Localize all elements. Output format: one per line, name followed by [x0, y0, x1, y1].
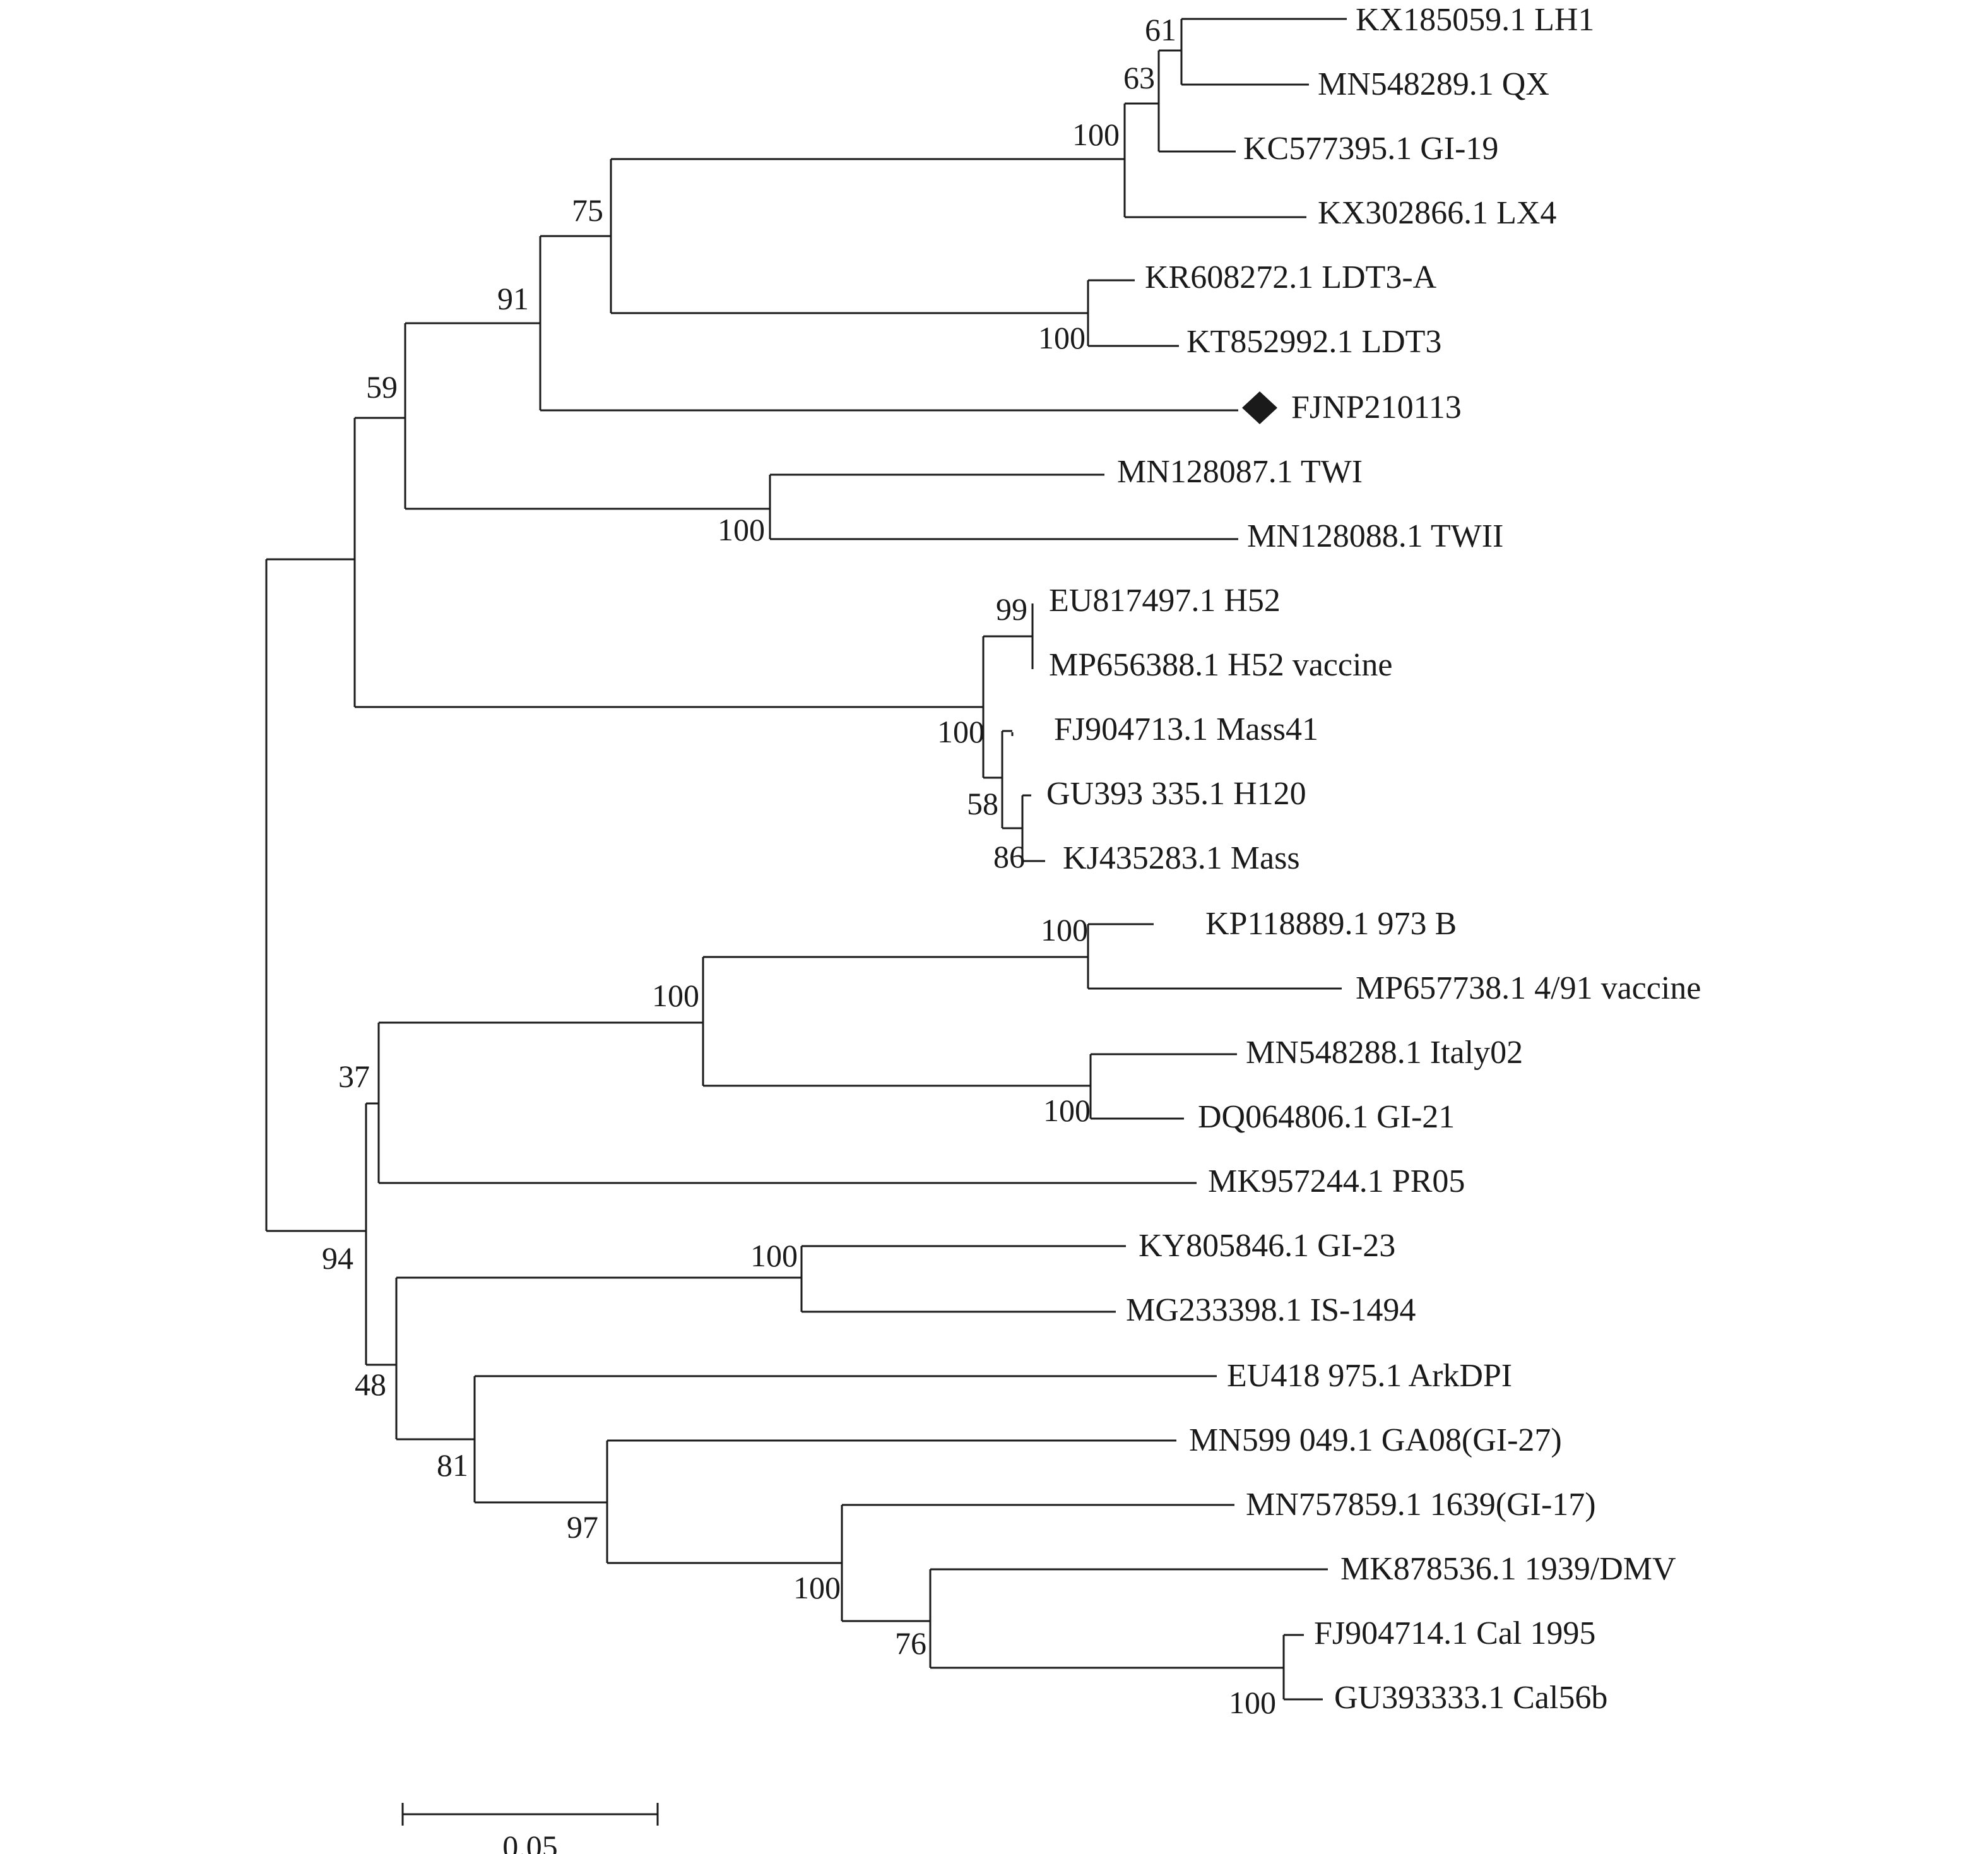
bootstrap-value: 63 [1123, 60, 1155, 95]
leaf-label: MN599 049.1 GA08(GI-27) [1189, 1422, 1562, 1458]
leaf-label: EU817497.1 H52 [1049, 583, 1281, 619]
bootstrap-value: 100 [1043, 1093, 1091, 1128]
bootstrap-value: 100 [750, 1238, 798, 1273]
bootstrap-value: 91 [497, 281, 529, 316]
bootstrap-value: 100 [937, 714, 985, 749]
bootstrap-value: 100 [1229, 1685, 1276, 1720]
bootstrap-value: 100 [793, 1570, 841, 1605]
leaf-label: MN128087.1 TWI [1117, 454, 1363, 490]
bootstrap-value: 37 [338, 1059, 370, 1094]
bootstrap-value: 61 [1145, 12, 1176, 47]
scale-bar-line [401, 1803, 659, 1826]
bootstrap-labels: 61 63 100 75 100 91 100 59 99 100 58 86 … [322, 12, 1276, 1720]
bootstrap-value: 94 [322, 1240, 353, 1276]
bootstrap-value: 75 [572, 193, 603, 228]
leaf-label: MN128088.1 TWII [1247, 518, 1503, 554]
leaf-label: MK878536.1 1939/DMV [1340, 1551, 1676, 1587]
bootstrap-value: 59 [366, 369, 398, 405]
scale-bar: 0.05 [401, 1803, 659, 1854]
bootstrap-value: 100 [652, 978, 699, 1013]
bootstrap-value: 100 [1038, 320, 1086, 355]
bootstrap-value: 76 [895, 1625, 926, 1661]
bootstrap-value: 86 [993, 839, 1025, 874]
leaf-label: KY805846.1 GI-23 [1139, 1228, 1395, 1264]
bootstrap-value: 100 [718, 512, 765, 547]
leaf-label: MP656388.1 H52 vaccine [1049, 647, 1392, 683]
bootstrap-value: 100 [1041, 912, 1088, 948]
bootstrap-value: 99 [996, 591, 1027, 627]
leaf-label-highlighted: FJNP210113 [1291, 389, 1462, 425]
bootstrap-value: 58 [967, 786, 998, 821]
leaf-label: GU393333.1 Cal56b [1334, 1680, 1607, 1716]
bootstrap-value: 81 [437, 1447, 468, 1483]
leaf-label: KC577395.1 GI-19 [1243, 131, 1498, 167]
leaf-label: KX185059.1 LH1 [1356, 2, 1594, 38]
leaf-label: GU393 335.1 H120 [1046, 776, 1306, 812]
leaf-label: DQ064806.1 GI-21 [1198, 1099, 1455, 1135]
leaf-label: KX302866.1 LX4 [1318, 195, 1556, 231]
leaf-label: MK957244.1 PR05 [1208, 1163, 1465, 1199]
leaf-label: FJ904713.1 Mass41 [1054, 711, 1318, 747]
bootstrap-value: 48 [355, 1367, 386, 1402]
leaf-label: FJ904714.1 Cal 1995 [1314, 1615, 1595, 1651]
leaf-label: KP118889.1 973 B [1205, 906, 1457, 942]
leaf-label: MG233398.1 IS-1494 [1126, 1292, 1416, 1328]
leaf-label: MP657738.1 4/91 vaccine [1356, 970, 1701, 1006]
leaf-label: EU418 975.1 ArkDPI [1227, 1358, 1512, 1394]
scale-bar-label: 0.05 [502, 1829, 558, 1854]
leaf-labels: KX185059.1 LH1 MN548289.1 QX KC577395.1 … [1046, 2, 1701, 1716]
leaf-label: MN548289.1 QX [1318, 66, 1549, 102]
leaf-label: KT852992.1 LDT3 [1186, 324, 1441, 360]
bootstrap-value: 100 [1072, 117, 1120, 152]
tree-branches [265, 18, 1347, 1701]
diamond-icon [1242, 391, 1277, 424]
bootstrap-value: 97 [567, 1509, 598, 1545]
leaf-label: MN757859.1 1639(GI-17) [1246, 1487, 1596, 1523]
leaf-label: KR608272.1 LDT3-A [1145, 259, 1437, 295]
leaf-label: MN548288.1 Italy02 [1246, 1035, 1523, 1071]
leaf-label: KJ435283.1 Mass [1063, 840, 1300, 876]
